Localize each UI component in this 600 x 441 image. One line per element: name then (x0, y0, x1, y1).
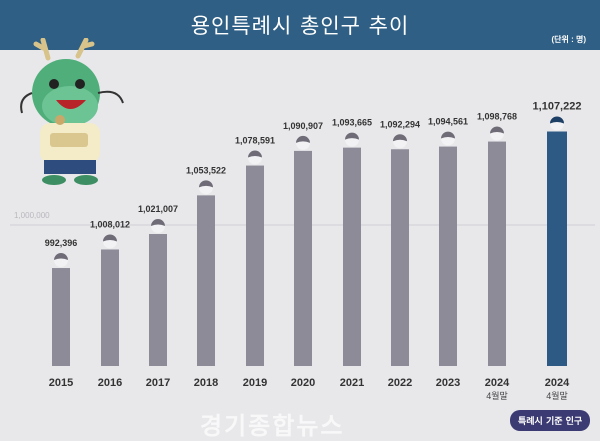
reference-line-label: 1,000,000 (14, 211, 50, 220)
bar (391, 149, 409, 366)
bar (294, 150, 312, 366)
person-hair-icon (345, 132, 359, 140)
dragon-mascot-icon (20, 38, 124, 185)
person-hair-icon (393, 134, 407, 142)
data-label: 1,090,907 (283, 121, 323, 131)
x-tick-label: 2024 (485, 377, 510, 389)
data-label: 1,078,591 (235, 136, 275, 146)
x-tick-sublabel: 4월말 (546, 390, 568, 401)
data-label: 1,093,665 (332, 118, 372, 128)
data-label: 1,053,522 (186, 165, 226, 175)
person-hair-icon (54, 253, 68, 261)
watermark: 경기종합뉴스 (200, 412, 345, 440)
x-tick-label: 2016 (98, 377, 122, 389)
person-hair-icon (151, 219, 165, 227)
highlight-badge: 특례시 기준 인구 (510, 410, 591, 431)
x-tick-label: 2020 (291, 377, 315, 389)
bar (488, 141, 506, 366)
x-tick-label: 2022 (388, 377, 412, 389)
bar (149, 234, 167, 366)
chart-title: 용인특례시 총인구 추이 (190, 14, 410, 38)
data-label: 1,098,768 (477, 112, 517, 122)
data-label: 1,107,222 (533, 101, 582, 113)
data-label: 1,008,012 (90, 219, 130, 229)
x-tick-label: 2021 (340, 377, 364, 389)
person-hair-icon (550, 116, 564, 124)
data-label: 992,396 (45, 238, 78, 248)
person-hair-icon (248, 150, 262, 158)
x-tick-label: 2017 (146, 377, 170, 389)
bar (52, 268, 70, 366)
data-label: 1,092,294 (380, 119, 420, 129)
x-tick-label: 2018 (194, 377, 218, 389)
bar (246, 165, 264, 366)
x-tick-label: 2019 (243, 377, 267, 389)
bar (101, 249, 119, 366)
x-tick-sublabel: 4월말 (486, 390, 508, 401)
x-tick-label: 2015 (49, 377, 73, 389)
bar (439, 146, 457, 366)
person-hair-icon (103, 234, 117, 242)
bar (547, 131, 567, 366)
person-hair-icon (199, 180, 213, 188)
bar (197, 195, 215, 366)
x-tick-label: 2023 (436, 377, 460, 389)
person-hair-icon (441, 131, 455, 139)
header-bar: 용인특례시 총인구 추이 (단위 : 명) (0, 0, 600, 50)
person-hair-icon (490, 126, 504, 134)
unit-label: (단위 : 명) (551, 35, 586, 44)
x-tick-label: 2024 (545, 377, 570, 389)
bar (343, 147, 361, 366)
data-label: 1,094,561 (428, 117, 468, 127)
person-hair-icon (296, 135, 310, 143)
data-label: 1,021,007 (138, 204, 178, 214)
